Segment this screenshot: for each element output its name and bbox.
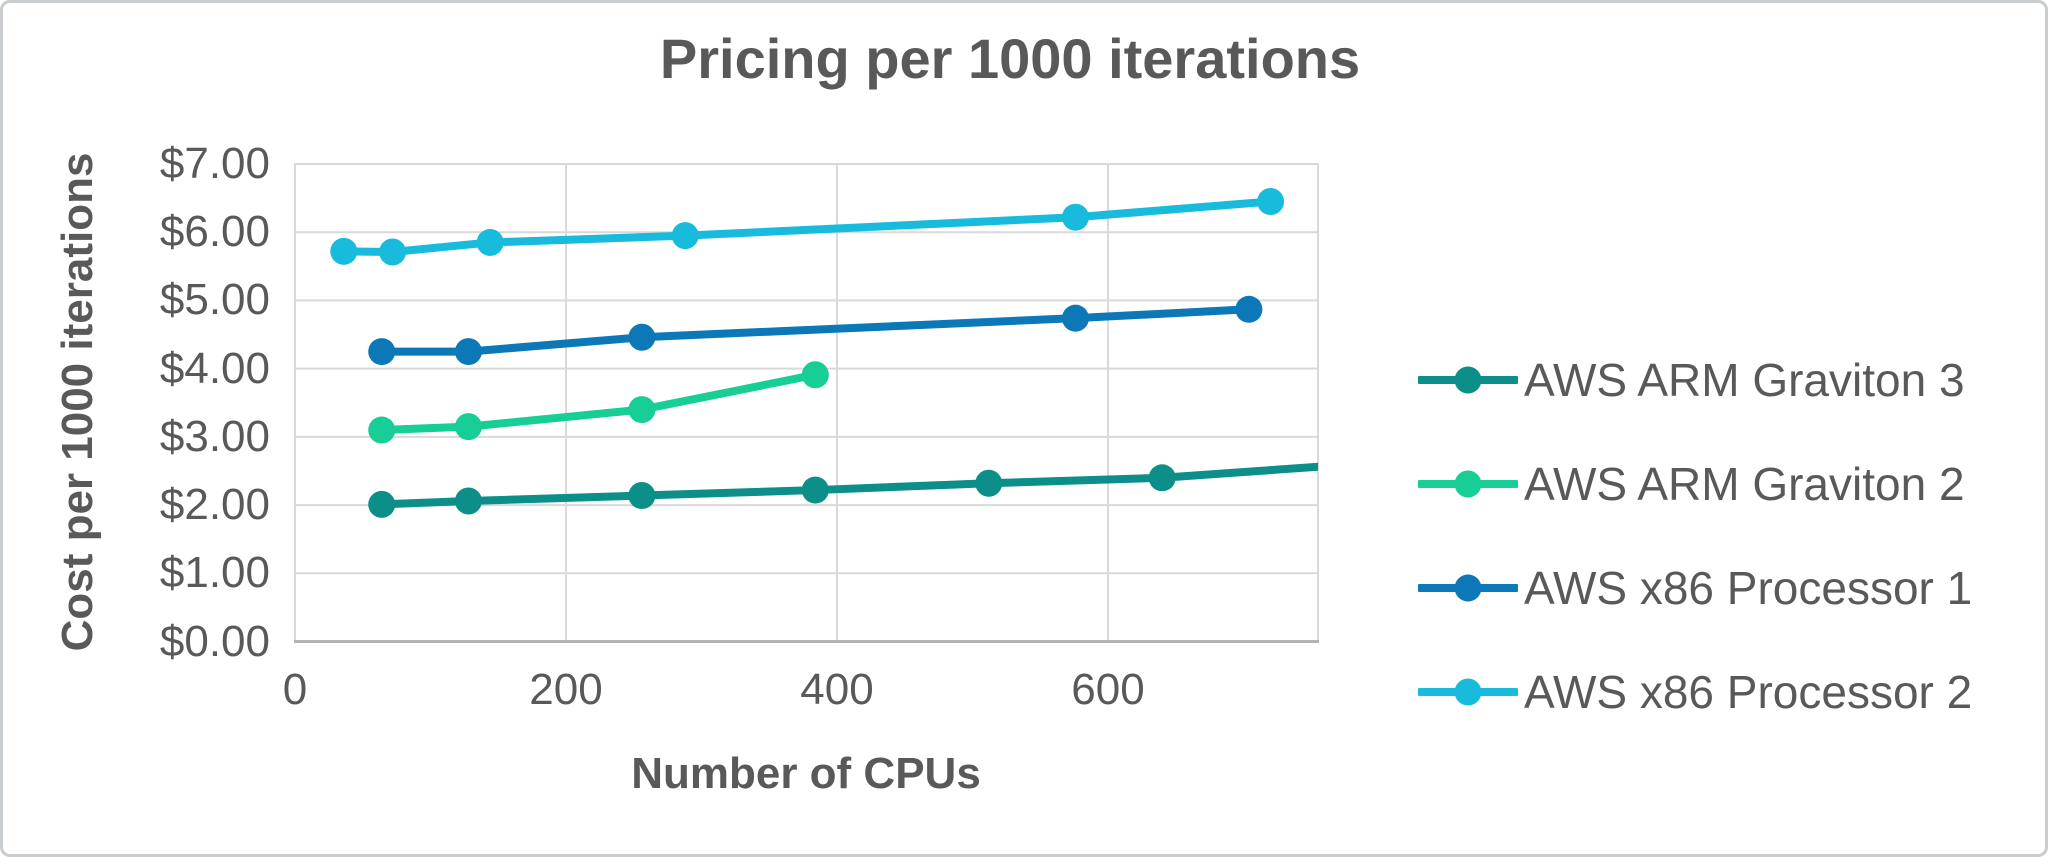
- legend-swatch: [1418, 470, 1518, 497]
- legend-marker: [1454, 574, 1482, 601]
- data-point-marker: [454, 487, 482, 515]
- data-point-marker: [379, 238, 407, 266]
- data-point-marker: [1235, 295, 1263, 323]
- data-point-marker: [368, 490, 396, 518]
- data-point-marker: [368, 416, 396, 444]
- data-point-marker: [1257, 188, 1285, 216]
- data-point-marker: [671, 222, 699, 250]
- legend-swatch: [1418, 366, 1518, 393]
- y-tick-label: $6.00: [159, 207, 270, 257]
- data-point-marker: [1061, 304, 1089, 332]
- data-point-marker: [454, 413, 482, 441]
- data-point-marker: [1061, 203, 1089, 231]
- data-point-marker: [801, 476, 829, 504]
- data-point-marker: [1322, 452, 1349, 479]
- legend-swatch: [1418, 678, 1518, 705]
- legend-item: AWS x86 Processor 1: [1418, 560, 1972, 615]
- data-point-marker: [476, 228, 504, 256]
- chart-title: Pricing per 1000 iterations: [659, 27, 1361, 90]
- x-axis-title: Number of CPUs: [631, 749, 981, 798]
- y-tick-label: $3.00: [159, 411, 270, 461]
- series-3: [330, 188, 1285, 266]
- series-0: [368, 452, 1349, 518]
- data-point-marker: [628, 396, 656, 424]
- series-2: [368, 295, 1263, 366]
- data-point-marker: [1148, 464, 1176, 492]
- x-tick-label: 200: [529, 665, 603, 714]
- data-point-marker: [801, 361, 829, 389]
- data-point-marker: [454, 338, 482, 366]
- legend: AWS ARM Graviton 3 AWS ARM Graviton 2 AWS …: [1418, 352, 1972, 719]
- y-tick-label: $7.00: [159, 139, 270, 188]
- series-1: [368, 361, 829, 444]
- legend-item: AWS x86 Processor 2: [1418, 664, 1972, 719]
- y-tick-label: $0.00: [159, 616, 270, 666]
- data-point-marker: [368, 338, 396, 366]
- legend-swatch: [1418, 574, 1518, 601]
- legend-label: AWS x86 Processor 1: [1524, 561, 1973, 614]
- legend-marker: [1454, 366, 1482, 393]
- x-tick-label: 0: [282, 665, 308, 714]
- y-tick-label: $4.00: [159, 343, 270, 393]
- legend-item: AWS ARM Graviton 2: [1418, 456, 1972, 511]
- legend-label: AWS x86 Processor 2: [1524, 665, 1973, 718]
- legend-label: AWS ARM Graviton 2: [1524, 457, 1965, 510]
- legend-marker: [1454, 470, 1482, 497]
- legend-label: AWS ARM Graviton 3: [1524, 353, 1965, 406]
- series-line: [377, 370, 820, 435]
- data-point-marker: [975, 469, 1003, 497]
- y-tick-label: $5.00: [159, 275, 270, 325]
- data-point-marker: [628, 482, 656, 510]
- data-point-marker: [330, 237, 358, 265]
- series-line: [377, 305, 1253, 356]
- series-line: [377, 462, 1318, 509]
- y-tick-label: $2.00: [159, 480, 270, 530]
- plot-border: [294, 163, 1319, 643]
- x-tick-label: 400: [800, 665, 874, 714]
- legend-marker: [1454, 678, 1482, 705]
- y-tick-label: $1.00: [159, 548, 270, 598]
- data-point-marker: [628, 323, 656, 351]
- legend-item: AWS ARM Graviton 3: [1418, 352, 1972, 407]
- x-tick-label: 600: [1071, 665, 1145, 714]
